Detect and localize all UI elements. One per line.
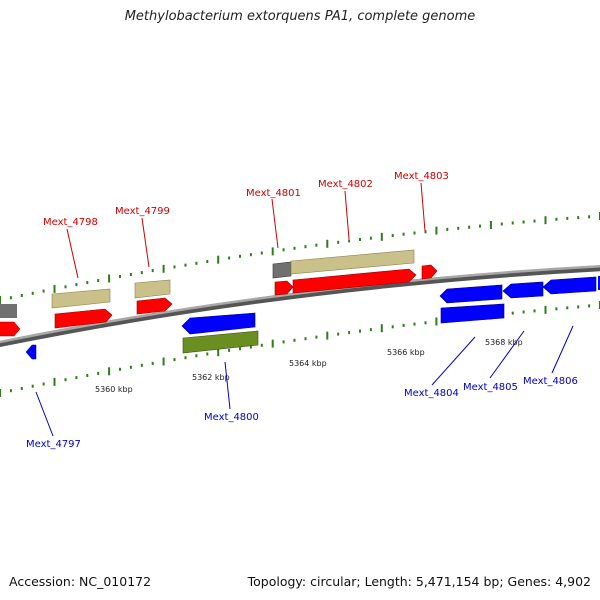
scale-label-5366: 5366 kbp	[387, 348, 425, 357]
leader-mext-4797	[35, 391, 54, 437]
gene-label-mext-4798[interactable]: Mext_4798	[43, 217, 98, 228]
genome-stats: Topology: circular; Length: 5,471,154 bp…	[247, 574, 591, 589]
leader-mext-4800	[224, 361, 231, 410]
leader-mext-4798	[66, 228, 79, 279]
cds-mext-4804[interactable]	[440, 303, 505, 324]
gene-label-mext-4802[interactable]: Mext_4802	[318, 179, 373, 190]
cds-mext-4799[interactable]	[136, 297, 173, 315]
genome-backbone	[0, 265, 600, 348]
leader-mext-4806	[551, 325, 574, 374]
feature-mext-4801[interactable]	[272, 261, 292, 279]
scale-label-5360: 5360 kbp	[95, 385, 133, 394]
gene-label-mext-4799[interactable]: Mext_4799	[115, 206, 170, 217]
cds-mext-4803[interactable]	[421, 264, 438, 280]
cds-mext-4798[interactable]	[54, 308, 113, 329]
leader-mext-4799	[141, 217, 150, 268]
leader-mext-4802	[344, 190, 350, 240]
inner-tick-track	[0, 301, 600, 397]
cds-mext-4802[interactable]	[292, 268, 417, 294]
gene-label-mext-4797[interactable]: Mext_4797	[26, 439, 81, 450]
gene-features	[0, 249, 600, 360]
scale-label-5368: 5368 kbp	[485, 338, 523, 347]
label-leaders	[35, 182, 574, 437]
accession-label: Accession: NC_010172	[9, 574, 152, 589]
gene-label-mext-4800[interactable]: Mext_4800	[204, 412, 259, 423]
leader-mext-4804	[431, 336, 476, 386]
cds-mext-4797[interactable]	[25, 344, 37, 360]
gene-label-mext-4801[interactable]: Mext_4801	[246, 188, 301, 199]
genome-title: Methylobacterium extorquens PA1, complet…	[124, 9, 476, 24]
leader-mext-4801	[271, 198, 279, 249]
cds-forward-left[interactable]	[0, 321, 21, 337]
gene-label-mext-4804[interactable]: Mext_4804	[404, 388, 459, 399]
feature-mext-4799[interactable]	[134, 279, 171, 299]
gene-labels: Mext_4797 Mext_4798 Mext_4799 Mext_4800 …	[26, 171, 578, 450]
cds-mext-4805[interactable]	[502, 281, 544, 299]
feature-mext-4800[interactable]	[182, 330, 259, 354]
gene-label-mext-4805[interactable]: Mext_4805	[463, 382, 518, 393]
cds-mext-4804-upper[interactable]	[439, 284, 503, 304]
gene-label-mext-4806[interactable]: Mext_4806	[523, 376, 578, 387]
scale-labels: 5360 kbp 5362 kbp 5364 kbp 5366 kbp 5368…	[95, 338, 523, 394]
feature-mext-4802[interactable]	[290, 249, 415, 275]
outer-tick-track	[0, 212, 600, 304]
feature-mext-4798[interactable]	[51, 288, 111, 309]
cds-mext-4806[interactable]	[542, 276, 597, 295]
leader-mext-4803	[420, 182, 426, 232]
genome-backbone-highlight	[0, 265, 600, 344]
leader-mext-4805	[489, 330, 525, 379]
cds-mext-4801[interactable]	[274, 280, 294, 296]
scale-label-5364: 5364 kbp	[289, 359, 327, 368]
scale-label-5362: 5362 kbp	[192, 373, 230, 382]
gene-label-mext-4803[interactable]: Mext_4803	[394, 171, 449, 182]
feature-gray-left[interactable]	[0, 304, 17, 318]
cds-mext-4800[interactable]	[181, 312, 256, 335]
